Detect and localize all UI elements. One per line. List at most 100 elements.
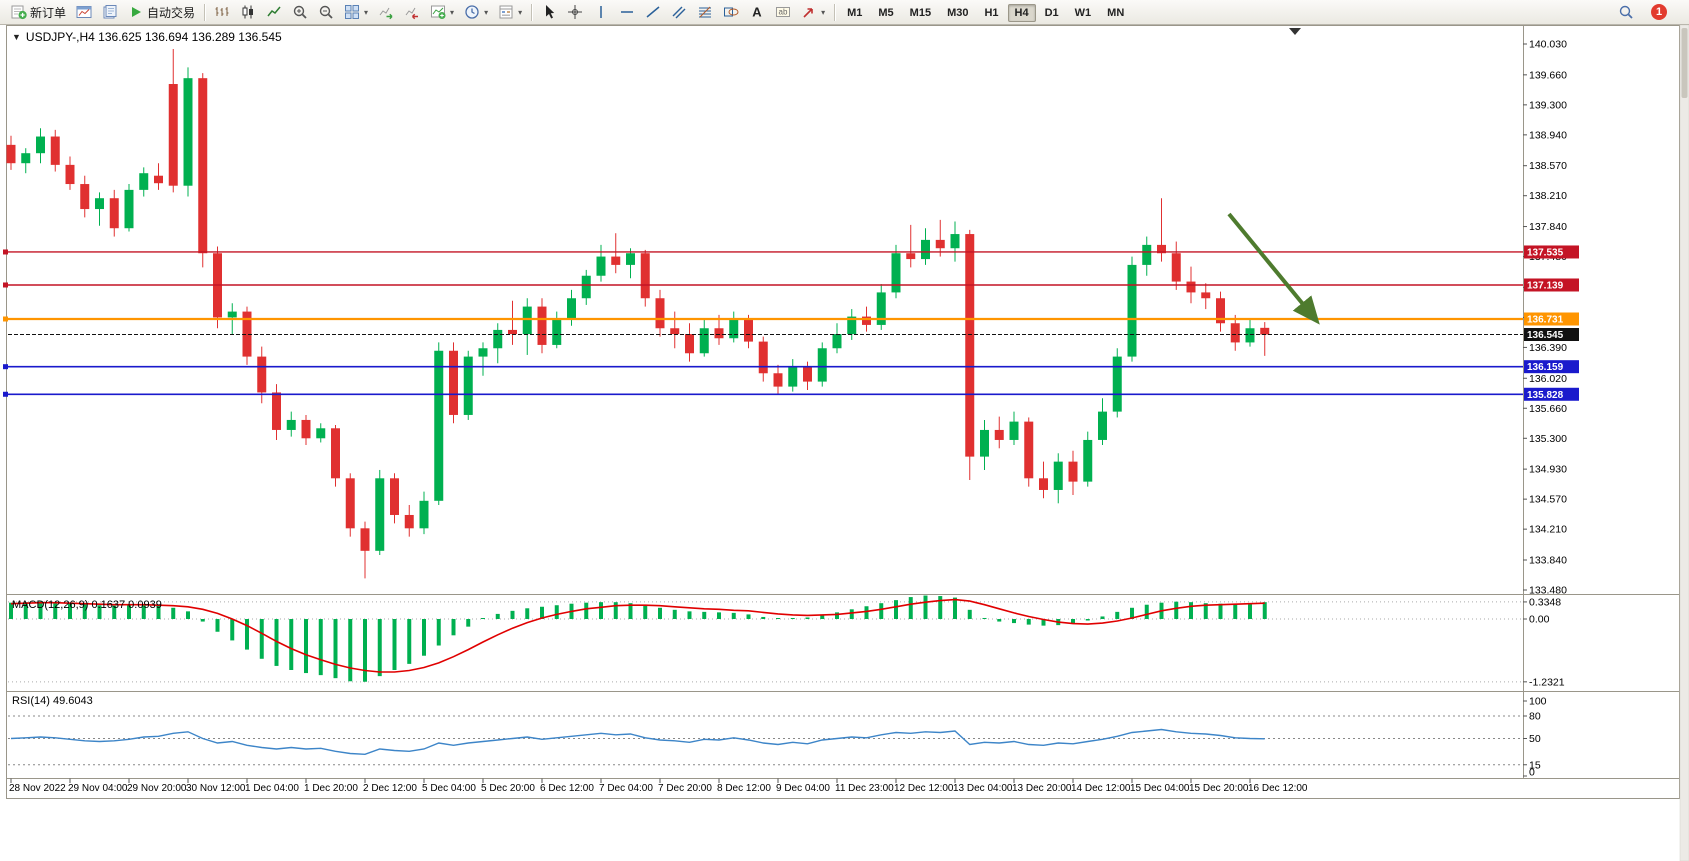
svg-text:15: 15 [1529, 759, 1541, 771]
svg-text:1 Dec 20:00: 1 Dec 20:00 [304, 783, 358, 794]
toolbar-separator [834, 3, 836, 21]
new-chart-button[interactable] [72, 1, 96, 24]
channel-button[interactable] [667, 1, 691, 24]
svg-text:135.300: 135.300 [1529, 433, 1567, 445]
candlestick-chart-button[interactable] [236, 1, 260, 24]
svg-text:136.020: 136.020 [1529, 373, 1567, 385]
toolbar-right-zone: 1 [1613, 1, 1683, 24]
timeframe-button-m15[interactable]: M15 [909, 7, 932, 19]
macd-layer [8, 595, 1523, 683]
fibonacci-icon [699, 6, 712, 18]
svg-text:7 Dec 04:00: 7 Dec 04:00 [599, 783, 653, 794]
text-button[interactable]: A [745, 1, 769, 24]
svg-text:137.840: 137.840 [1529, 221, 1567, 233]
text-label-icon: ab [776, 7, 791, 17]
line-chart-button[interactable] [262, 1, 286, 24]
timeframe-group: M1 M5 M15 M30 H1 H4 D1 W1 MN [839, 3, 1132, 22]
svg-text:136.545: 136.545 [1527, 330, 1564, 341]
shapes-button[interactable] [719, 1, 743, 24]
fibonacci-button[interactable] [693, 1, 717, 24]
new-order-button[interactable]: 新订单 [7, 1, 70, 24]
timeframe-button-m1[interactable]: M1 [847, 7, 863, 19]
timeframe-button-m5[interactable]: M5 [878, 7, 894, 19]
timeframe-button-d1[interactable]: D1 [1044, 7, 1059, 19]
svg-text:80: 80 [1529, 711, 1541, 723]
profiles-button[interactable] [98, 1, 122, 24]
svg-text:ab: ab [779, 8, 788, 17]
horizontal-line-button[interactable] [615, 1, 639, 24]
svg-text:13 Dec 04:00: 13 Dec 04:00 [953, 783, 1013, 794]
svg-text:133.840: 133.840 [1529, 554, 1567, 566]
svg-text:A: A [752, 5, 762, 20]
svg-text:5 Dec 04:00: 5 Dec 04:00 [422, 783, 476, 794]
notification-badge[interactable]: 1 [1651, 4, 1667, 20]
text-label-button[interactable]: ab [771, 1, 795, 24]
svg-text:135.828: 135.828 [1527, 390, 1564, 401]
horizontal-lines-layer[interactable] [3, 249, 1523, 397]
candlestick-chart-icon [242, 5, 254, 19]
svg-text:6 Dec 12:00: 6 Dec 12:00 [540, 783, 594, 794]
line-chart-icon [267, 6, 281, 17]
svg-text:134.210: 134.210 [1529, 524, 1567, 536]
svg-text:136.390: 136.390 [1529, 342, 1567, 354]
toolbar-separator [204, 3, 206, 21]
svg-text:28 Nov 2022: 28 Nov 2022 [9, 783, 66, 794]
crosshair-button[interactable] [563, 1, 587, 24]
profiles-icon [103, 5, 117, 19]
svg-text:135.660: 135.660 [1529, 403, 1567, 415]
timeframe-button-h1[interactable]: H1 [984, 7, 999, 19]
timeframe-button-m30[interactable]: M30 [947, 7, 969, 19]
trendline-icon [646, 6, 660, 18]
chart-shift-marker-icon[interactable] [1289, 28, 1301, 35]
vertical-line-button[interactable] [589, 1, 613, 24]
chart-title: ▼ USDJPY-,H4 136.625 136.694 136.289 136… [12, 30, 282, 44]
cursor-icon [546, 5, 555, 19]
price-tags: 137.535 137.139 136.731 136.159 135.828 136.5… [1524, 245, 1579, 401]
auto-scroll-button[interactable] [374, 1, 398, 24]
dropdown-arrow-icon: ▾ [518, 7, 523, 17]
svg-text:5 Dec 20:00: 5 Dec 20:00 [481, 783, 535, 794]
new-order-icon [11, 5, 27, 20]
svg-text:13 Dec 20:00: 13 Dec 20:00 [1012, 783, 1072, 794]
tile-windows-button[interactable]: ▾ [340, 1, 372, 24]
rsi-indicator-label: RSI(14) 49.6043 [12, 695, 93, 707]
clock-icon [465, 5, 479, 19]
chart-title-text: USDJPY-,H4 136.625 136.694 136.289 136.5… [25, 30, 282, 44]
cursor-button[interactable] [537, 1, 561, 24]
crosshair-icon [568, 5, 583, 19]
bar-chart-button[interactable] [210, 1, 234, 24]
indicators-button[interactable]: ▾ [426, 1, 458, 24]
collapse-arrow-icon[interactable]: ▼ [12, 32, 21, 42]
arrow-annotation[interactable] [1227, 212, 1320, 325]
svg-text:14 Dec 12:00: 14 Dec 12:00 [1071, 783, 1131, 794]
trendline-button[interactable] [641, 1, 665, 24]
chart-shift-button[interactable] [400, 1, 424, 24]
svg-text:29 Nov 20:00: 29 Nov 20:00 [127, 783, 187, 794]
search-button[interactable] [1614, 1, 1638, 24]
text-icon: A [752, 5, 762, 20]
svg-text:50: 50 [1529, 733, 1541, 745]
auto-scroll-icon [379, 7, 393, 20]
zoom-in-icon [293, 5, 307, 19]
timeframe-button-mn[interactable]: MN [1107, 7, 1125, 19]
timeframe-button-w1[interactable]: W1 [1074, 7, 1092, 19]
svg-text:11 Dec 23:00: 11 Dec 23:00 [835, 783, 894, 794]
templates-button[interactable]: ▾ [494, 1, 526, 24]
tile-windows-icon [345, 5, 360, 19]
arrows-button[interactable]: ▾ [797, 1, 829, 24]
timeframe-button-h4[interactable]: H4 [1007, 4, 1036, 22]
candles-layer [6, 49, 1270, 579]
zoom-in-button[interactable] [288, 1, 312, 24]
autotrading-button[interactable]: 自动交易 [124, 1, 199, 24]
periods-button[interactable]: ▾ [460, 1, 492, 24]
vertical-scrollbar[interactable] [1679, 24, 1689, 861]
svg-text:136.159: 136.159 [1527, 362, 1564, 373]
svg-text:8 Dec 12:00: 8 Dec 12:00 [717, 783, 771, 794]
price-axis: 140.030 139.660 139.300 138.940 138.570 138.2… [1523, 39, 1567, 779]
dropdown-arrow-icon: ▾ [821, 7, 826, 17]
svg-text:137.139: 137.139 [1527, 280, 1564, 291]
vertical-line-icon [600, 6, 602, 18]
zoom-out-button[interactable] [314, 1, 338, 24]
svg-text:136.731: 136.731 [1527, 315, 1564, 326]
